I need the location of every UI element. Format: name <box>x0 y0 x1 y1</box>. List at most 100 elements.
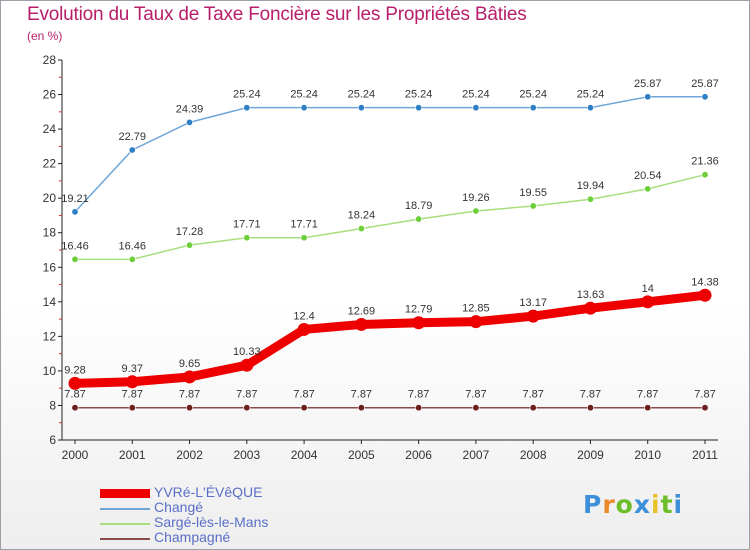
data-point <box>586 404 594 412</box>
data-point <box>357 404 365 412</box>
data-label: 7.87 <box>64 389 85 401</box>
y-tick-label: 6 <box>49 433 56 447</box>
data-label: 7.87 <box>122 389 143 401</box>
data-point <box>183 370 197 384</box>
data-label: 25.24 <box>405 89 433 101</box>
data-point <box>469 315 483 329</box>
data-point <box>472 104 480 112</box>
data-label: 7.87 <box>522 389 543 401</box>
series-0: 9.28 9.37 9.65 10.33 12.4 12.69 12.79 12.85 13.1… <box>64 276 719 390</box>
data-point <box>472 404 480 412</box>
logo-letter: x <box>633 490 651 519</box>
data-label: 18.79 <box>405 200 433 212</box>
legend-swatch-champagne <box>100 538 150 540</box>
data-point <box>243 404 251 412</box>
data-point <box>701 171 709 179</box>
data-label: 7.87 <box>351 389 372 401</box>
data-label: 19.55 <box>519 187 547 199</box>
series-line <box>75 173 706 261</box>
data-label: 19.26 <box>462 192 490 204</box>
data-label: 17.28 <box>176 226 204 238</box>
data-point <box>529 202 537 210</box>
data-point <box>71 208 79 216</box>
data-label: 24.39 <box>176 103 204 115</box>
data-label: 25.24 <box>290 89 318 101</box>
x-tick-label: 2009 <box>577 448 604 462</box>
y-tick-label: 20 <box>43 191 57 205</box>
data-point <box>125 375 139 389</box>
y-tick-label: 10 <box>43 364 57 378</box>
y-tick-label: 18 <box>43 226 57 240</box>
logo-letter: o <box>615 490 634 519</box>
data-point <box>128 146 136 154</box>
data-point <box>415 215 423 223</box>
data-label: 7.87 <box>694 389 715 401</box>
legend-swatch-change <box>100 508 150 510</box>
data-label: 25.87 <box>691 78 719 90</box>
data-label: 25.24 <box>577 89 605 101</box>
data-label: 7.87 <box>293 389 314 401</box>
data-label: 9.37 <box>122 363 143 375</box>
data-label: 14 <box>642 283 654 295</box>
data-label: 16.46 <box>119 240 147 252</box>
data-label: 17.71 <box>290 219 318 231</box>
y-tick-label: 14 <box>43 295 57 309</box>
data-point <box>128 404 136 412</box>
data-label: 7.87 <box>408 389 429 401</box>
legend-label-sarge: Sargé-lès-le-Mans <box>154 514 269 530</box>
data-label: 25.24 <box>233 89 261 101</box>
x-tick-label: 2004 <box>291 448 318 462</box>
data-point <box>186 118 194 126</box>
data-label: 12.79 <box>405 304 433 316</box>
x-tick-label: 2001 <box>119 448 146 462</box>
x-tick-label: 2005 <box>348 448 375 462</box>
data-label: 10.33 <box>233 346 261 358</box>
data-point <box>71 404 79 412</box>
data-point <box>526 309 540 323</box>
series-3: 7.87 7.87 7.87 7.87 7.87 7.87 7.87 7.87 7.87 7.87… <box>64 389 716 412</box>
series-2: 16.46 16.46 17.28 17.71 17.71 18.24 18.79 19.26… <box>61 156 719 263</box>
data-point <box>644 404 652 412</box>
data-label: 7.87 <box>179 389 200 401</box>
data-label: 13.63 <box>577 289 605 301</box>
data-label: 25.24 <box>348 89 376 101</box>
data-point <box>701 404 709 412</box>
x-tick-label: 2006 <box>405 448 432 462</box>
x-tick-label: 2008 <box>520 448 547 462</box>
proxiti-logo: Proxiti <box>583 490 683 519</box>
data-point <box>701 93 709 101</box>
data-label: 25.87 <box>634 78 662 90</box>
data-point <box>300 104 308 112</box>
data-point <box>529 104 537 112</box>
data-point <box>644 185 652 193</box>
x-tick-label: 2000 <box>62 448 89 462</box>
data-label: 22.79 <box>119 131 147 143</box>
data-point <box>128 255 136 263</box>
data-point <box>644 93 652 101</box>
data-point <box>357 225 365 233</box>
y-tick-label: 26 <box>43 88 57 102</box>
x-tick-label: 2007 <box>463 448 490 462</box>
series-line <box>70 290 710 388</box>
legend-label-champagne: Champagné <box>154 529 231 545</box>
data-label: 7.87 <box>637 389 658 401</box>
legend-label-change: Changé <box>154 499 204 515</box>
data-point <box>583 301 597 315</box>
data-label: 18.24 <box>348 210 376 222</box>
data-label: 12.69 <box>348 305 376 317</box>
logo-letter: P <box>583 490 603 519</box>
x-tick-label: 2003 <box>233 448 260 462</box>
logo-letter: i <box>651 490 661 519</box>
data-label: 16.46 <box>61 240 89 252</box>
y-tick-label: 24 <box>43 122 57 136</box>
data-point <box>243 234 251 242</box>
data-label: 9.65 <box>179 358 200 370</box>
data-point <box>243 104 251 112</box>
data-label: 12.85 <box>462 303 490 315</box>
y-axis-unit: (en %) <box>27 29 63 43</box>
y-tick-label: 16 <box>43 260 57 274</box>
data-point <box>297 322 311 336</box>
data-point <box>415 404 423 412</box>
data-point <box>415 104 423 112</box>
